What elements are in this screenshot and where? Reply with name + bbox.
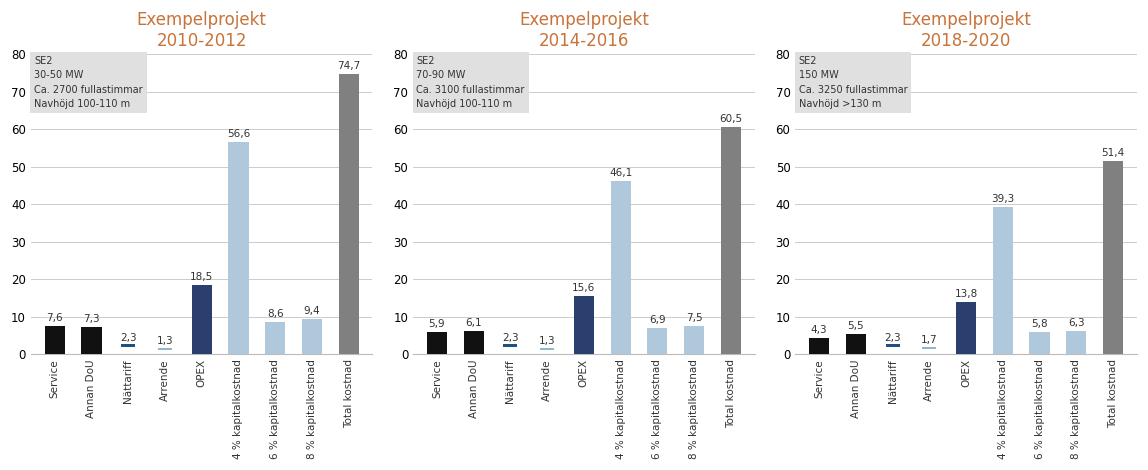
Bar: [611, 181, 630, 354]
Text: 1,3: 1,3: [156, 336, 173, 346]
Bar: [339, 74, 358, 354]
Text: SE2
150 MW
Ca. 3250 fullastimmar
Navhöjd >130 m: SE2 150 MW Ca. 3250 fullastimmar Navhöjd…: [799, 56, 907, 109]
Bar: [45, 326, 64, 354]
Text: 6,3: 6,3: [1068, 318, 1085, 328]
Text: 5,8: 5,8: [1031, 320, 1048, 329]
Text: 74,7: 74,7: [338, 61, 360, 71]
Bar: [846, 334, 866, 354]
Bar: [922, 346, 937, 349]
Text: 6,9: 6,9: [649, 315, 666, 325]
Bar: [464, 331, 483, 354]
Bar: [1066, 330, 1086, 354]
Text: 1,3: 1,3: [538, 336, 556, 346]
Text: 60,5: 60,5: [720, 114, 743, 125]
Bar: [993, 207, 1013, 354]
Title: Exempelprojekt
2018-2020: Exempelprojekt 2018-2020: [901, 11, 1031, 50]
Bar: [265, 322, 285, 354]
Bar: [574, 296, 594, 354]
Text: 9,4: 9,4: [303, 306, 320, 316]
Text: 13,8: 13,8: [954, 290, 978, 299]
Text: 18,5: 18,5: [191, 272, 214, 282]
Text: 51,4: 51,4: [1101, 149, 1125, 158]
Bar: [647, 328, 667, 354]
Bar: [427, 332, 447, 354]
Text: 46,1: 46,1: [608, 168, 633, 178]
Bar: [540, 348, 554, 350]
Bar: [82, 327, 101, 354]
Text: 7,5: 7,5: [685, 313, 703, 323]
Bar: [885, 344, 900, 347]
Text: 39,3: 39,3: [991, 194, 1015, 204]
Bar: [503, 344, 518, 347]
Text: 8,6: 8,6: [266, 309, 284, 319]
Text: 2,3: 2,3: [502, 333, 519, 343]
Bar: [192, 285, 211, 354]
Bar: [684, 326, 704, 354]
Bar: [809, 338, 829, 354]
Text: 6,1: 6,1: [465, 318, 482, 328]
Text: 5,9: 5,9: [428, 319, 445, 329]
Bar: [956, 302, 976, 354]
Text: 4,3: 4,3: [810, 325, 828, 335]
Bar: [158, 348, 172, 350]
Bar: [122, 344, 135, 347]
Bar: [1030, 332, 1049, 354]
Title: Exempelprojekt
2010-2012: Exempelprojekt 2010-2012: [137, 11, 266, 50]
Title: Exempelprojekt
2014-2016: Exempelprojekt 2014-2016: [519, 11, 649, 50]
Bar: [721, 127, 740, 354]
Bar: [228, 142, 248, 354]
Text: 1,7: 1,7: [921, 335, 938, 345]
Text: 5,5: 5,5: [847, 321, 864, 330]
Text: 7,6: 7,6: [46, 313, 63, 323]
Text: 56,6: 56,6: [227, 129, 250, 139]
Text: 2,3: 2,3: [119, 333, 137, 343]
Bar: [302, 319, 321, 354]
Text: 7,3: 7,3: [83, 314, 100, 324]
Text: SE2
70-90 MW
Ca. 3100 fullastimmar
Navhöjd 100-110 m: SE2 70-90 MW Ca. 3100 fullastimmar Navhö…: [417, 56, 525, 109]
Text: SE2
30-50 MW
Ca. 2700 fullastimmar
Navhöjd 100-110 m: SE2 30-50 MW Ca. 2700 fullastimmar Navhö…: [34, 56, 142, 109]
Text: 15,6: 15,6: [572, 282, 596, 293]
Bar: [1103, 162, 1123, 354]
Text: 2,3: 2,3: [884, 333, 901, 343]
